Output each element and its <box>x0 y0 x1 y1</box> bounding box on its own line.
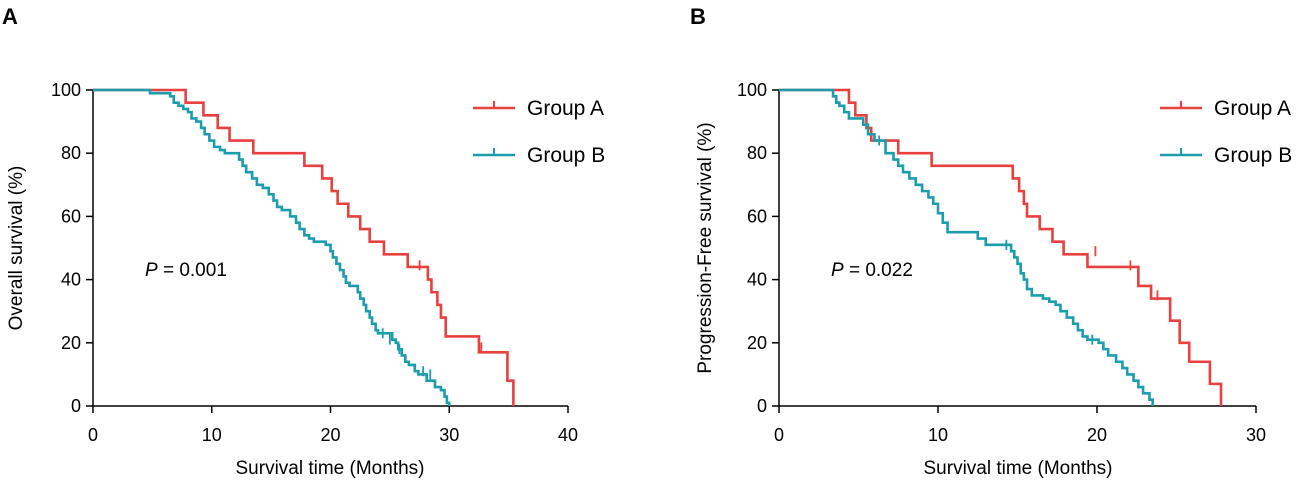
panel-a-p-value: P = 0.001 <box>145 260 227 281</box>
panel-b-legend-label-group-a: Group A <box>1214 97 1291 120</box>
panel-a-legend-label-group-a: Group A <box>527 97 604 120</box>
panel-a-x-tick-label: 40 <box>558 425 578 445</box>
panel-b-y-tick-label: 80 <box>747 143 767 163</box>
panel-b-x-axis-title: Survival time (Months) <box>924 458 1113 479</box>
panel-b-x-tick-label: 0 <box>774 425 784 445</box>
panel-b-y-axis-title: Progression-Free survival (%) <box>695 122 716 373</box>
panel-a-letter: A <box>2 4 18 29</box>
panel-b: B 0 10 20 30 0 20 40 60 80 100 Survival time (Mon… <box>690 4 1292 479</box>
panel-b-x-tick-label: 20 <box>1087 425 1107 445</box>
panel-b-y-tick-label: 60 <box>747 206 767 226</box>
panel-b-series-group-a <box>779 88 1223 406</box>
panel-a-group-a-curve <box>93 88 515 406</box>
panel-a-x-tick-label: 0 <box>88 425 98 445</box>
panel-b-x-tick-label: 10 <box>928 425 948 445</box>
panel-b-legend: Group A Group B <box>1160 97 1292 167</box>
panel-a: A 0 10 20 30 40 0 20 40 60 80 100 Survival time (M… <box>2 4 605 479</box>
panel-a-y-tick-label: 40 <box>61 270 81 290</box>
panel-a-x-tick-label: 20 <box>320 425 340 445</box>
panel-b-p-value: P = 0.022 <box>831 260 913 281</box>
panel-a-legend: Group A Group B <box>473 97 605 167</box>
panel-a-group-b-curve <box>93 88 451 406</box>
panel-a-y-tick-label: 20 <box>61 333 81 353</box>
panel-a-series-group-a <box>93 88 515 406</box>
panel-a-p-number: = 0.001 <box>158 260 227 281</box>
panel-a-legend-label-group-b: Group B <box>527 144 605 167</box>
panel-b-p-number: = 0.022 <box>844 260 913 281</box>
panel-b-y-tick-label: 20 <box>747 333 767 353</box>
panel-a-y-tick-label: 80 <box>61 143 81 163</box>
panel-a-y-tick-label: 60 <box>61 206 81 226</box>
panel-b-group-a-curve <box>779 88 1223 406</box>
panel-a-x-axis-title: Survival time (Months) <box>236 458 425 479</box>
panel-b-y-tick-label: 40 <box>747 270 767 290</box>
panel-b-p-symbol: P <box>831 260 844 281</box>
panel-a-x-tick-label: 10 <box>202 425 222 445</box>
panel-b-legend-label-group-b: Group B <box>1214 144 1292 167</box>
panel-a-y-axis-title: Overall survival (%) <box>6 166 27 331</box>
panel-a-x-tick-label: 30 <box>439 425 459 445</box>
panel-a-y-tick-label: 100 <box>51 80 81 100</box>
panel-b-y-tick-label: 100 <box>737 80 767 100</box>
panel-b-series-group-b <box>779 88 1154 406</box>
panel-b-group-b-curve <box>779 88 1154 406</box>
panel-a-p-symbol: P <box>145 260 158 281</box>
panel-b-y-tick-label: 0 <box>757 396 767 416</box>
panel-b-x-tick-label: 30 <box>1246 425 1266 445</box>
panel-a-series-group-b <box>93 88 451 406</box>
panel-a-y-tick-label: 0 <box>71 396 81 416</box>
panel-b-letter: B <box>690 4 706 29</box>
